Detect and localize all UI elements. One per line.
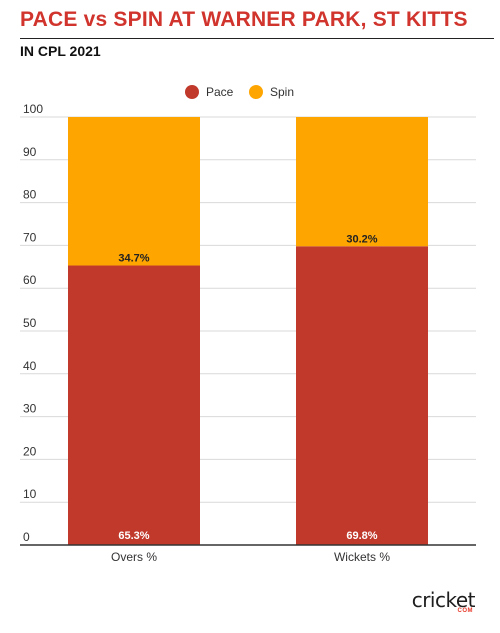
legend-label: Spin xyxy=(270,85,294,99)
data-label: 65.3% xyxy=(118,530,149,542)
legend: Pace Spin xyxy=(185,85,294,99)
legend-marker xyxy=(249,85,263,99)
x-axis-ticks: Overs % Wickets % xyxy=(20,544,476,564)
data-label: 30.2% xyxy=(346,233,377,245)
chart-title: PACE vs SPIN AT WARNER PARK, ST KITTS xyxy=(20,8,468,31)
x-tick-label: Overs % xyxy=(111,550,157,564)
y-tick-label: 80 xyxy=(23,188,37,202)
y-tick-label: 20 xyxy=(23,444,37,458)
chart-subtitle: IN CPL 2021 xyxy=(20,43,101,59)
y-tick-label: 60 xyxy=(23,273,37,287)
y-tick-label: 0 xyxy=(23,530,30,544)
y-tick-label: 90 xyxy=(23,145,37,159)
bar-spin xyxy=(296,117,428,247)
title-divider xyxy=(20,38,494,39)
data-label: 34.7% xyxy=(118,253,149,265)
data-label: 69.8% xyxy=(346,530,377,542)
y-tick-label: 40 xyxy=(23,359,37,373)
y-tick-label: 30 xyxy=(23,402,37,416)
y-axis-ticks: 0 10 20 30 40 50 60 70 80 90 100 xyxy=(23,102,43,544)
y-tick-label: 50 xyxy=(23,316,37,330)
y-tick-label: 70 xyxy=(23,230,37,244)
bar-pace xyxy=(296,246,428,546)
logo-suffix: COM xyxy=(457,608,473,614)
legend-label: Pace xyxy=(206,85,234,99)
bar-spin xyxy=(68,117,200,266)
x-tick-label: Wickets % xyxy=(334,550,390,564)
y-tick-label: 100 xyxy=(23,102,43,116)
bars: 65.3% 34.7% 69.8% 30.2% xyxy=(68,117,428,546)
y-tick-label: 10 xyxy=(23,487,37,501)
legend-marker xyxy=(185,85,199,99)
bar-pace xyxy=(68,265,200,545)
logo-text: cricket xyxy=(411,588,476,612)
cricket-com-logo: cricket xyxy=(411,588,476,612)
